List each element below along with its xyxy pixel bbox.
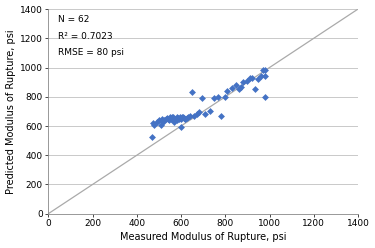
Point [160,120,166,124]
Point [174,118,180,122]
Point [161,118,167,122]
Point [176,118,182,122]
Point [199,96,205,100]
Point [202,112,208,116]
Point [238,85,244,89]
Point [167,115,173,119]
Point [194,112,200,116]
Point [183,118,189,122]
Point [233,83,239,87]
Point [172,117,178,121]
Point [183,116,189,120]
Point [174,115,180,119]
Point [189,91,195,94]
Point [222,95,228,99]
Point [182,116,188,120]
Point [262,95,268,99]
Point [249,76,255,80]
Point [168,118,174,122]
Point [152,123,157,126]
Point [187,114,193,118]
Point [211,96,217,100]
Point [158,123,164,127]
Point [262,74,268,78]
Text: R² = 0.7023: R² = 0.7023 [58,31,112,41]
Point [244,79,250,83]
Point [175,116,181,120]
Point [207,109,213,113]
Point [255,77,261,81]
Point [260,68,266,72]
Point [169,115,175,119]
X-axis label: Measured Modulus of Rupture, psi: Measured Modulus of Rupture, psi [120,232,286,243]
Point [171,120,177,124]
Point [184,115,190,119]
Point [170,115,176,119]
Point [154,120,160,124]
Point [229,86,235,90]
Text: RMSE = 80 psi: RMSE = 80 psi [58,48,124,57]
Point [177,115,183,119]
Point [148,135,154,139]
Point [236,88,242,92]
Point [214,95,220,99]
Point [196,110,202,114]
Point [262,68,268,72]
Point [258,74,264,78]
Point [164,116,170,120]
Point [180,115,186,119]
Point [156,118,162,122]
Point [150,121,156,125]
Point [166,118,172,122]
Point [240,80,246,84]
Point [162,118,168,122]
Point [171,118,177,122]
Point [225,89,231,93]
Point [191,114,197,118]
Point [252,87,258,91]
Point [165,117,171,121]
Y-axis label: Predicted Modulus of Rupture, psi: Predicted Modulus of Rupture, psi [6,29,15,194]
Point [247,77,253,81]
Point [179,115,185,119]
Point [159,117,165,121]
Point [218,114,224,118]
Point [178,125,184,129]
Point [178,117,184,121]
Text: N = 62: N = 62 [58,15,89,24]
Point [182,117,188,121]
